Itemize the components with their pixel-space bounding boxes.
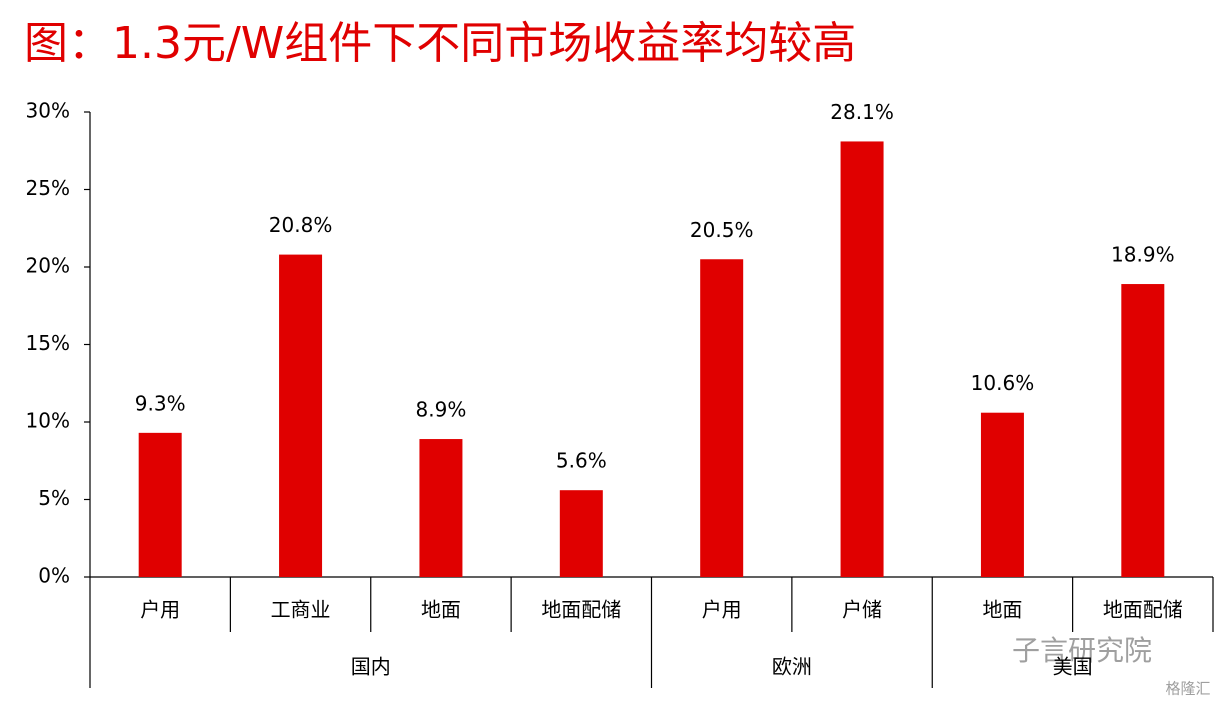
value-label: 28.1%: [830, 100, 894, 124]
y-tick-label: 30%: [26, 99, 70, 123]
x-tick-label: 户用: [140, 598, 180, 622]
value-label: 8.9%: [416, 398, 467, 422]
bar: [1121, 284, 1165, 577]
y-tick-label: 0%: [38, 564, 70, 588]
value-label: 18.9%: [1111, 243, 1175, 267]
bar: [138, 432, 182, 577]
x-tick-label: 地面: [982, 598, 1022, 622]
y-tick-label: 10%: [26, 409, 70, 433]
value-label: 5.6%: [556, 449, 607, 473]
bar: [700, 259, 744, 577]
x-tick-label: 工商业: [271, 598, 331, 622]
x-tick-label: 户用: [702, 598, 742, 622]
group-label: 美国: [1053, 655, 1093, 679]
group-label: 国内: [351, 655, 391, 679]
watermark: 子言研究院: [1012, 634, 1152, 667]
y-tick-label: 5%: [38, 486, 70, 510]
bar: [980, 412, 1024, 577]
y-tick-label: 25%: [26, 176, 70, 200]
x-tick-label: 地面配储: [1103, 598, 1183, 622]
y-tick-label: 20%: [26, 254, 70, 278]
value-label: 20.5%: [690, 218, 754, 242]
bar: [279, 254, 323, 577]
chart-title: 图：1.3元/W组件下不同市场收益率均较高: [24, 18, 856, 69]
value-label: 10.6%: [971, 371, 1035, 395]
x-tick-label: 户储: [842, 598, 882, 622]
value-label: 9.3%: [135, 391, 186, 415]
x-tick-label: 地面: [421, 598, 461, 622]
bar: [840, 141, 884, 577]
bar: [419, 439, 463, 577]
x-tick-label: 地面配储: [541, 598, 621, 622]
y-tick-label: 15%: [26, 331, 70, 355]
watermark: 格隆汇: [1165, 680, 1210, 698]
bar: [559, 490, 603, 577]
value-label: 20.8%: [269, 213, 333, 237]
group-label: 欧洲: [772, 655, 812, 679]
